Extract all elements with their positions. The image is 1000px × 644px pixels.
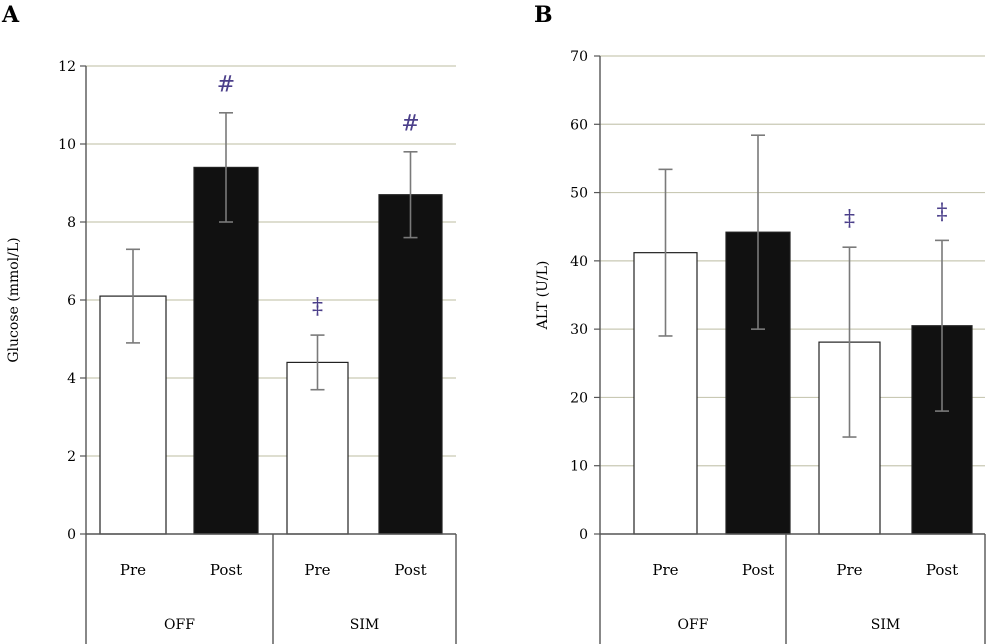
y-tick-label: 30 xyxy=(570,322,588,338)
y-axis-label: Glucose (mmol/L) xyxy=(6,237,22,362)
panel-letter: B xyxy=(534,2,553,28)
y-tick-label: 40 xyxy=(570,254,588,270)
x-category-label: Pre xyxy=(652,561,678,579)
x-group-label: SIM xyxy=(871,617,900,633)
y-axis-label: ALT (U/L) xyxy=(535,261,551,331)
x-group-label: OFF xyxy=(678,617,709,633)
x-group-label: SIM xyxy=(350,617,379,633)
y-tick-label: 60 xyxy=(570,117,588,133)
panel-B: B 0 10 20 30 40 50 60 70 ALT (U/L) Pre Post ‡ Pre ‡ Pos… xyxy=(534,2,986,644)
y-tick-label: 0 xyxy=(67,527,76,543)
bar xyxy=(286,361,349,535)
x-category-label: Pre xyxy=(304,561,330,579)
x-category-label: Post xyxy=(926,561,958,579)
y-tick-label: 12 xyxy=(58,59,76,75)
y-tick-label: 8 xyxy=(67,215,76,231)
y-tick-label: 4 xyxy=(67,371,76,387)
significance-mark: ‡ xyxy=(312,295,323,320)
y-tick-label: 20 xyxy=(570,390,588,406)
significance-mark: # xyxy=(217,72,235,97)
x-category-label: Post xyxy=(210,561,242,579)
x-category-label: Post xyxy=(742,561,774,579)
y-tick-label: 50 xyxy=(570,186,588,202)
significance-mark: ‡ xyxy=(937,200,948,225)
bar xyxy=(378,194,443,535)
y-tick-label: 2 xyxy=(67,449,76,465)
y-tick-label: 6 xyxy=(67,293,76,309)
panel-letter: A xyxy=(1,2,20,28)
x-category-label: Pre xyxy=(120,561,146,579)
significance-mark: ‡ xyxy=(844,207,855,232)
y-tick-label: 10 xyxy=(58,137,76,153)
y-tick-label: 10 xyxy=(570,459,588,475)
significance-mark: # xyxy=(401,111,419,136)
panel-A: A 0 2 4 6 8 10 12 Glucose (mmol/L) Pre # Post ‡ Pre # P… xyxy=(1,2,457,644)
x-group-label: OFF xyxy=(164,617,195,633)
x-category-label: Post xyxy=(394,561,426,579)
y-tick-label: 70 xyxy=(570,49,588,65)
y-tick-label: 0 xyxy=(579,527,588,543)
x-category-label: Pre xyxy=(836,561,862,579)
